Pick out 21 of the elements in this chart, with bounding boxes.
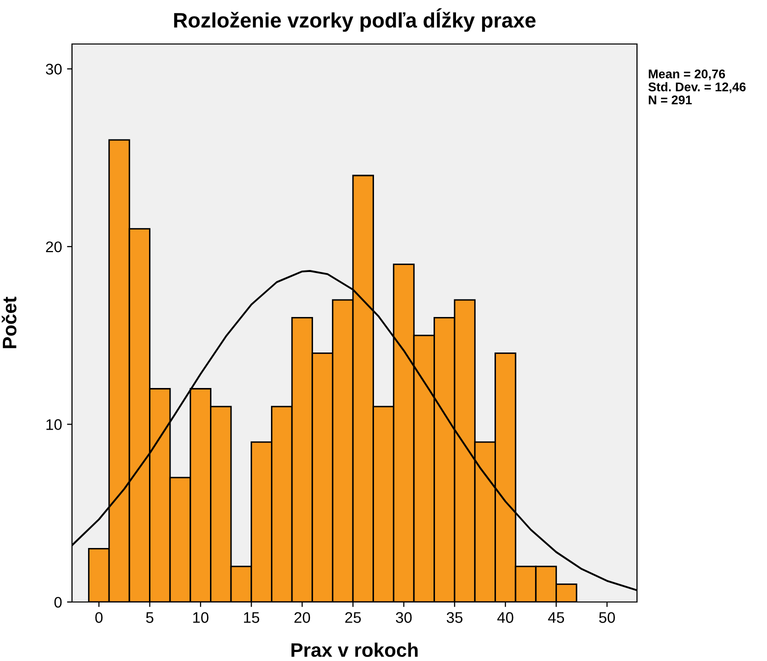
x-tick-label: 0 [95, 612, 103, 623]
x-tick-label: 15 [244, 612, 260, 623]
x-tick-label: 30 [396, 612, 412, 623]
x-tick-label: 10 [193, 612, 208, 623]
y-tick-label: 20 [46, 241, 62, 252]
chart-title: Rozloženie vzorky podľa dĺžky praxe [174, 8, 536, 32]
y-axis-title: Počet [2, 296, 16, 348]
x-tick-label: 25 [345, 612, 361, 623]
x-tick-label: 35 [446, 612, 462, 623]
x-tick-label: 45 [548, 612, 564, 623]
x-tick-label: 5 [146, 612, 154, 623]
text: Mean = 20,76 [648, 70, 726, 80]
text: N = 291 [648, 96, 692, 104]
x-tick-label: 50 [599, 612, 615, 623]
y-tick-label: 10 [46, 419, 62, 430]
x-tick-label: 40 [497, 612, 514, 623]
x-tick-label: 20 [294, 612, 310, 623]
x-axis-title: Prax v rokoch [292, 642, 418, 657]
y-tick-label: 30 [46, 64, 62, 75]
text: Std. Dev. = 12,46 [648, 82, 746, 94]
y-tick-label: 0 [54, 596, 62, 608]
